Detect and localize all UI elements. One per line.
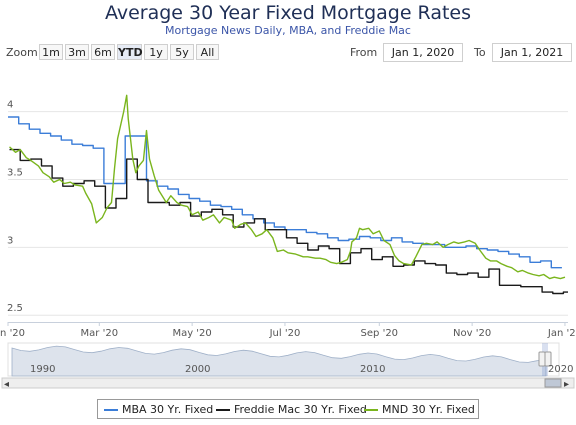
legend-item-mnd[interactable]: MND 30 Yr. Fixed — [364, 403, 475, 416]
legend-label-freddie: Freddie Mac 30 Yr. Fixed — [234, 403, 367, 416]
mnd-series-line — [9, 94, 566, 280]
y-tick-label: 3.5 — [7, 167, 23, 178]
x-tick-label: Nov '20 — [453, 328, 491, 339]
legend-swatch-mba — [104, 409, 118, 411]
series-layer — [8, 94, 568, 295]
zoom-all-button[interactable]: All — [196, 44, 219, 60]
grid-lines — [8, 111, 568, 316]
zoom-label: Zoom — [6, 46, 38, 59]
scrollbar-right-arrow[interactable]: ▸ — [564, 379, 569, 390]
x-tick-label: Jan '21 — [547, 328, 576, 339]
zoom-5y-button[interactable]: 5y — [170, 44, 194, 60]
chart-subtitle: Mortgage News Daily, MBA, and Freddie Ma… — [165, 24, 411, 37]
from-label: From — [350, 46, 378, 59]
legend-swatch-freddie — [216, 409, 230, 411]
zoom-6m-button[interactable]: 6m — [91, 44, 115, 60]
zoom-1y-button[interactable]: 1y — [144, 44, 168, 60]
legend: MBA 30 Yr. Fixed Freddie Mac 30 Yr. Fixe… — [97, 399, 479, 419]
scrollbar-thumb[interactable] — [544, 378, 562, 388]
navigator-year-label: 2000 — [185, 364, 210, 375]
navigator-year-label: 2010 — [360, 364, 385, 375]
chart-title: Average 30 Year Fixed Mortgage Rates — [104, 2, 472, 24]
axes: 2.5 3 3.5 4 Jan '20 Mar '20 May '20 Jul '20 Sep … — [0, 100, 576, 339]
scrollbar-left-arrow[interactable]: ◂ — [4, 379, 9, 390]
zoom-ytd-button[interactable]: YTD — [117, 44, 143, 60]
legend-label-mnd: MND 30 Yr. Fixed — [382, 403, 475, 416]
to-label: To — [474, 46, 486, 59]
x-tick-label: Mar '20 — [81, 328, 119, 339]
freddie-mac-series-line — [9, 148, 568, 295]
zoom-3m-button[interactable]: 3m — [65, 44, 89, 60]
x-tick-label: Jul '20 — [269, 328, 301, 339]
x-tick-label: Jan '20 — [0, 328, 25, 339]
navigator[interactable]: 1990 2000 2010 2020 ◂ ▸ — [1, 342, 575, 390]
x-tick-label: Sep '20 — [361, 328, 399, 339]
scrollbar-track — [1, 377, 575, 389]
from-date-input[interactable]: Jan 1, 2020 — [383, 43, 463, 62]
navigator-history-area — [11, 345, 547, 377]
navigator-year-label: 2020 — [548, 364, 573, 375]
zoom-1m-button[interactable]: 1m — [39, 44, 63, 60]
to-date-input[interactable]: Jan 1, 2021 — [492, 43, 572, 62]
mba-series-line — [8, 116, 562, 269]
x-tick-label: May '20 — [172, 328, 211, 339]
y-tick-label: 2.5 — [7, 303, 23, 314]
y-tick-label: 3 — [7, 235, 13, 246]
legend-label-mba: MBA 30 Yr. Fixed — [122, 403, 214, 416]
navigator-handle-left[interactable] — [538, 351, 546, 367]
navigator-handle-right[interactable] — [544, 351, 552, 367]
legend-item-mba[interactable]: MBA 30 Yr. Fixed — [104, 403, 213, 416]
y-tick-label: 4 — [7, 100, 13, 111]
navigator-year-label: 1990 — [30, 364, 55, 375]
legend-swatch-mnd — [364, 409, 378, 411]
legend-item-freddie[interactable]: Freddie Mac 30 Yr. Fixed — [216, 403, 367, 416]
